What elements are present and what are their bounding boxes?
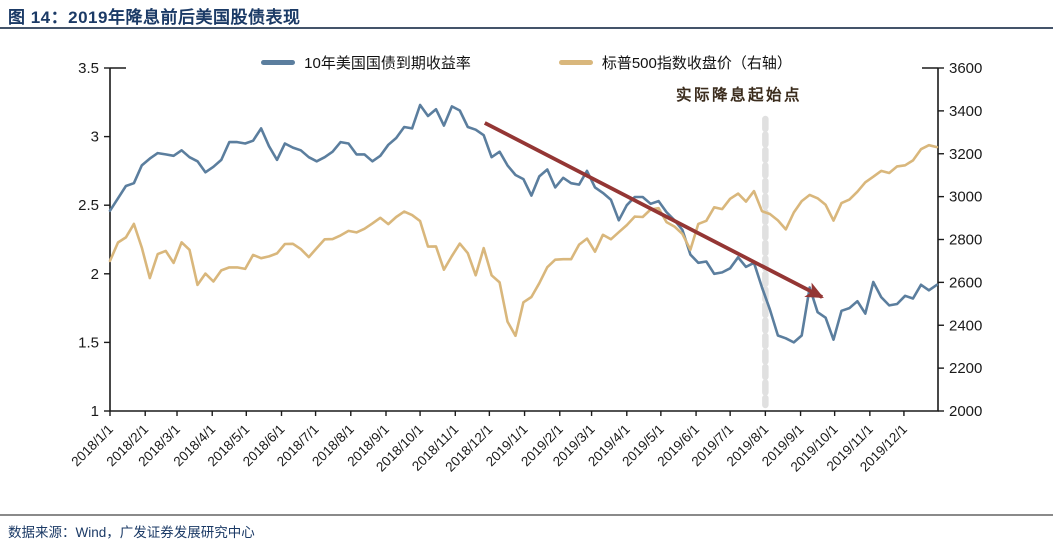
svg-text:2200: 2200 — [949, 360, 982, 377]
legend-item-sp500: 标普500指数收盘价（右轴） — [558, 52, 792, 73]
svg-text:2600: 2600 — [949, 274, 982, 291]
svg-text:3000: 3000 — [949, 189, 982, 206]
trend-arrow — [483, 121, 824, 299]
svg-text:2: 2 — [91, 266, 99, 283]
figure-title: 图 14：2019年降息前后美国股债表现 — [8, 8, 301, 27]
svg-text:3: 3 — [91, 129, 99, 146]
legend-label-sp500: 标普500指数收盘价（右轴） — [601, 55, 792, 72]
series-line-ust10y — [108, 103, 939, 344]
svg-text:3200: 3200 — [949, 146, 982, 163]
svg-text:3600: 3600 — [949, 60, 982, 77]
svg-text:1: 1 — [91, 403, 99, 420]
ratecut-annotation-label: 实际降息起始点 — [676, 87, 803, 104]
svg-text:2400: 2400 — [949, 317, 982, 334]
right-axis: 3600 3400 3200 3000 2800 2600 2400 2200 2000 — [938, 60, 982, 420]
legend-item-ust10y: 10年美国国债到期收益率 — [261, 52, 471, 73]
svg-text:2000: 2000 — [949, 403, 982, 420]
footer-divider — [0, 514, 1053, 516]
plot-frame — [109, 67, 939, 412]
left-axis: 3.5 3 2.5 2 1.5 1 — [78, 60, 110, 420]
legend-label-ust10y: 10年美国国债到期收益率 — [304, 55, 471, 72]
data-source: 数据来源：Wind，广发证券发展研究中心 — [8, 525, 255, 540]
sp500-line-swatch-icon — [558, 60, 593, 65]
svg-text:1.5: 1.5 — [78, 334, 99, 351]
series-line-sp500 — [108, 143, 939, 338]
svg-text:2.5: 2.5 — [78, 197, 99, 214]
svg-text:3400: 3400 — [949, 103, 982, 120]
ust10y-line-swatch-icon — [261, 60, 296, 65]
x-axis: 2018/1/12018/2/12018/3/12018/4/12018/5/1… — [68, 411, 910, 475]
svg-text:3.5: 3.5 — [78, 60, 99, 77]
svg-text:2800: 2800 — [949, 232, 982, 249]
chart-legend: 10年美国国债到期收益率 标普500指数收盘价（右轴） — [0, 52, 1053, 73]
title-divider — [0, 27, 1053, 29]
